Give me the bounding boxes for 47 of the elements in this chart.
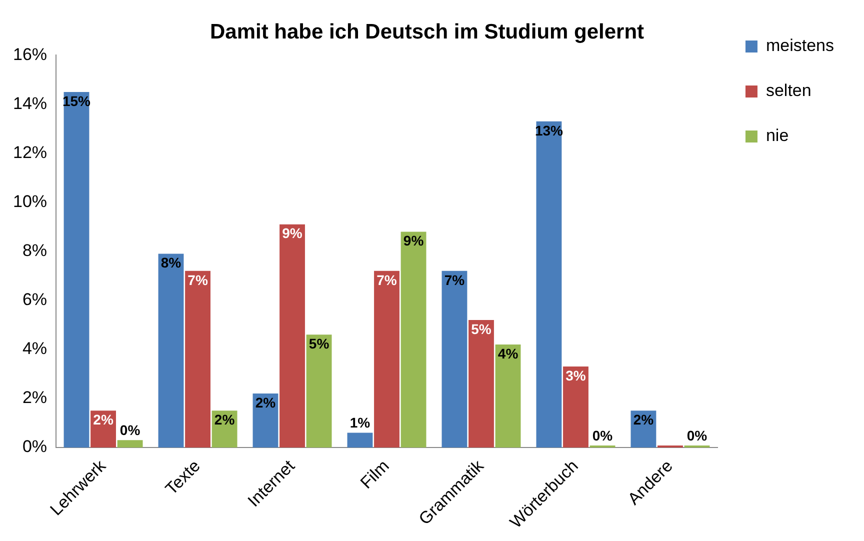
y-tick-label: 12%: [12, 142, 48, 162]
legend-label: selten: [766, 81, 812, 100]
data-label: 9%: [282, 225, 303, 242]
bar: [306, 334, 332, 448]
data-label: 5%: [471, 320, 492, 337]
data-label: 0%: [120, 422, 141, 438]
data-label: 8%: [160, 254, 182, 271]
data-label: 7%: [444, 272, 466, 288]
bar: [495, 344, 521, 448]
data-label: 5%: [308, 336, 330, 352]
y-tick-label: 2%: [22, 388, 48, 408]
bar: [374, 270, 400, 448]
y-tick-label: 16%: [12, 44, 48, 64]
data-label: 4%: [498, 345, 519, 362]
chart-title: Damit habe ich Deutsch im Studium gelernt: [210, 20, 644, 44]
data-label: 1%: [350, 414, 371, 431]
bar: [64, 92, 90, 448]
x-tick-label: Film: [356, 456, 393, 493]
y-tick-label: 4%: [22, 339, 48, 358]
bar: [347, 432, 373, 448]
data-label: 3%: [566, 367, 586, 384]
bar: [280, 224, 305, 448]
data-label: 2%: [214, 412, 236, 428]
bar: [158, 254, 184, 448]
bar: [442, 270, 468, 448]
data-label: 9%: [403, 232, 424, 249]
bar: [400, 232, 426, 448]
y-tick-label: 8%: [22, 241, 48, 260]
y-tick-label: 0%: [22, 437, 48, 456]
bar: [563, 366, 588, 448]
data-label: 2%: [93, 412, 114, 428]
bar: [536, 121, 562, 448]
data-label: 7%: [376, 272, 398, 288]
y-tick-label: 6%: [22, 290, 48, 310]
bar: [468, 320, 494, 448]
data-label: 7%: [188, 272, 208, 288]
legend-label: meistens: [766, 36, 834, 56]
data-label: 2%: [255, 394, 276, 410]
bar: [185, 270, 210, 448]
bar: [117, 440, 143, 448]
data-label: 0%: [592, 427, 614, 444]
data-label: 2%: [633, 412, 654, 428]
legend-label: nie: [766, 126, 789, 146]
data-label: 0%: [686, 427, 708, 444]
y-tick-label: 10%: [12, 192, 48, 211]
bar: [252, 394, 278, 448]
y-tick-label: 14%: [12, 94, 48, 113]
